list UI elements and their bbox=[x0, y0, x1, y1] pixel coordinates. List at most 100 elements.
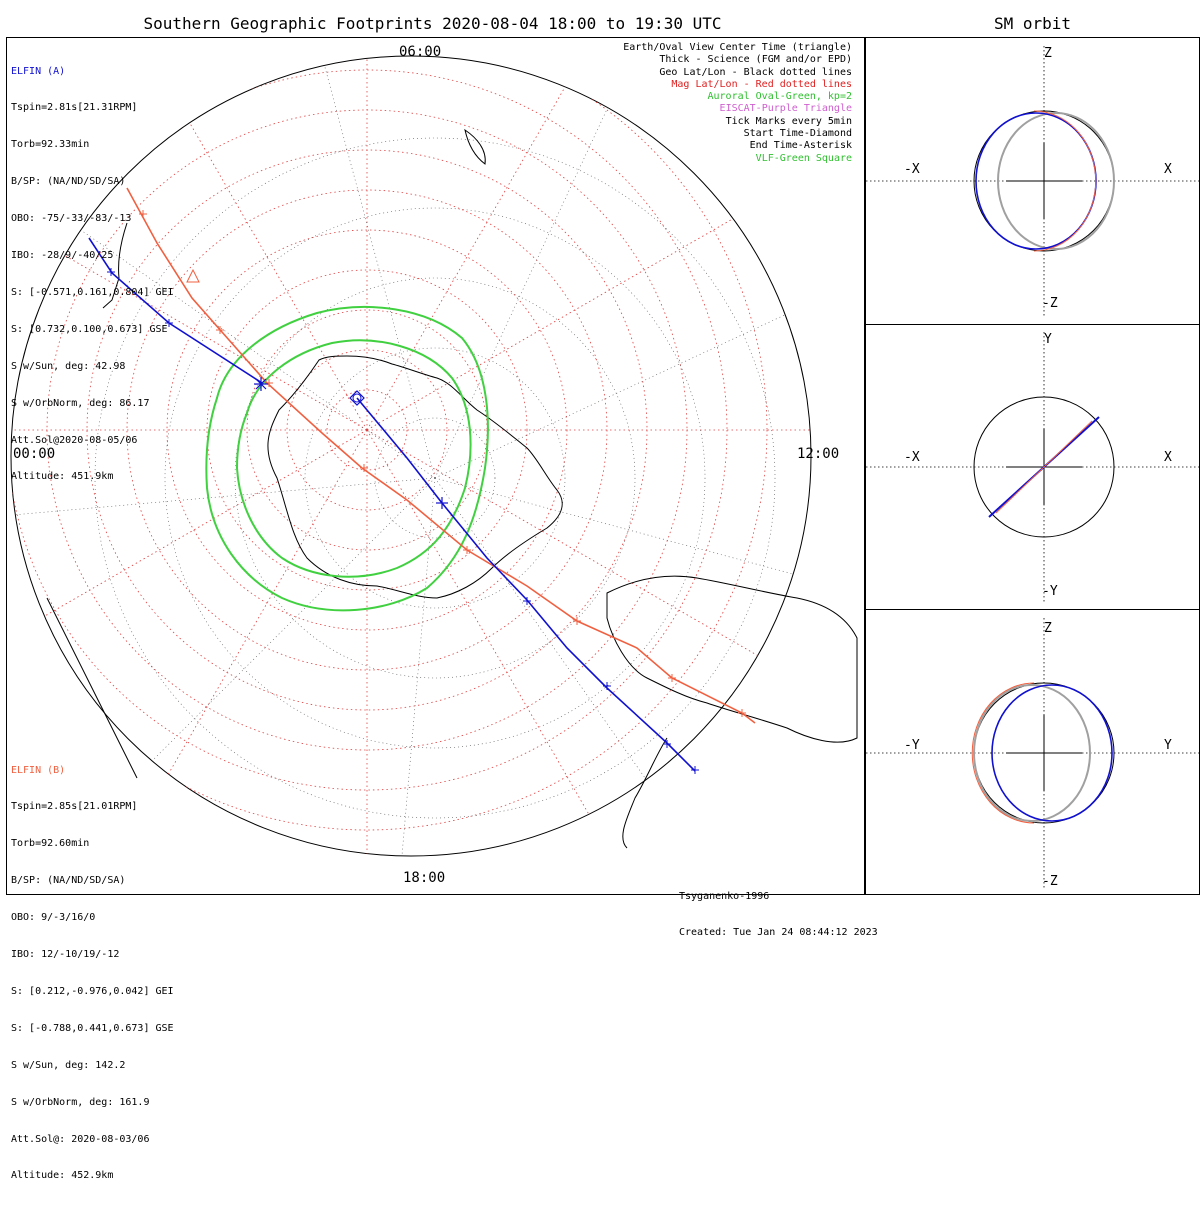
elfin-a-tick bbox=[107, 268, 115, 276]
orbit-axis-down: -Z bbox=[1042, 296, 1058, 311]
model-label: Tsyganenko-1996 bbox=[679, 890, 770, 902]
footprint-map-panel: ELFIN (A) Tspin=2.81s[21.31RPM] Torb=92.… bbox=[6, 37, 878, 1181]
elfin-b-line: S: [0.212,-0.976,0.042] GEI bbox=[11, 985, 174, 997]
elfin-b-orbit bbox=[995, 420, 1093, 514]
orbit-axis-right: X bbox=[1164, 162, 1172, 177]
orbit-axis-up: Z bbox=[1044, 46, 1052, 61]
mag-lon-line bbox=[366, 429, 811, 691]
elfin-b-tick bbox=[360, 464, 368, 472]
orbit-title: SM orbit bbox=[993, 14, 1072, 33]
geo-lon-line bbox=[392, 477, 436, 856]
mag-lon-line bbox=[366, 169, 811, 431]
geo-lon-line bbox=[310, 56, 436, 479]
legend-item: Start Time-Diamond bbox=[743, 128, 852, 140]
elfin-b-line: S w/Sun, deg: 142.2 bbox=[11, 1059, 126, 1071]
legend-item: Tick Marks every 5min bbox=[725, 115, 852, 127]
elfin-b-line: OBO: 9/-3/16/0 bbox=[11, 912, 96, 924]
elfin-b-line: IBO: 12/-10/19/-12 bbox=[11, 949, 120, 961]
geo-lat-circle bbox=[94, 137, 776, 819]
legend-item: Thick - Science (FGM and/or EPD) bbox=[659, 54, 852, 66]
elfin-a-line: Torb=92.33min bbox=[11, 139, 90, 151]
elfin-a-asterisk bbox=[436, 497, 448, 509]
orbit-grey-path bbox=[997, 112, 1115, 250]
elfin-b-tick bbox=[463, 546, 471, 554]
elfin-a-end-asterisk bbox=[254, 377, 268, 391]
elfin-b-tick bbox=[738, 709, 746, 717]
elfin-a-line: Att.Sol@2020-08-05/06 bbox=[11, 434, 138, 446]
map-title: Southern Geographic Footprints 2020-08-0… bbox=[143, 14, 722, 33]
elfin-a-tick bbox=[691, 766, 699, 774]
panel-divider bbox=[866, 324, 1200, 325]
elfin-a-orbit bbox=[991, 684, 1113, 822]
orbit-axis-up: Z bbox=[1044, 621, 1052, 636]
elfin-b-line: Altitude: 452.9km bbox=[11, 1170, 114, 1182]
local-time-right: 12:00 bbox=[797, 446, 840, 462]
legend-item: EISCAT-Purple Triangle bbox=[719, 103, 852, 115]
elfin-b-line: Att.Sol@: 2020-08-03/06 bbox=[11, 1133, 150, 1145]
map-footer: Tsyganenko-1996 Created: Tue Jan 24 08:4… bbox=[679, 866, 878, 964]
mag-lat-circle bbox=[11, 56, 768, 831]
elfin-b-orbit bbox=[971, 682, 1035, 824]
elfin-b-line: S: [-0.788,0.441,0.673] GSE bbox=[11, 1022, 174, 1034]
mag-lon-line bbox=[366, 56, 628, 431]
geo-lon-line bbox=[95, 477, 436, 818]
geo-lon-line bbox=[434, 477, 811, 603]
elfin-b-info: ELFIN (B) Tspin=2.85s[21.01RPM] Torb=92.… bbox=[11, 740, 174, 1207]
coastline-south-america bbox=[102, 222, 128, 309]
elfin-b-line: Torb=92.60min bbox=[11, 838, 90, 850]
geo-lon-line bbox=[11, 477, 436, 521]
elfin-b-line: S w/OrbNorm, deg: 161.9 bbox=[11, 1096, 150, 1108]
coastline-island bbox=[464, 128, 486, 165]
coastline-africa bbox=[46, 597, 138, 779]
elfin-a-line: Altitude: 451.9km bbox=[11, 471, 114, 483]
legend-item: Geo Lat/Lon - Black dotted lines bbox=[659, 66, 852, 78]
elfin-b-track bbox=[126, 187, 756, 724]
elfin-b-tick bbox=[139, 210, 147, 218]
map-legend: Earth/Oval View Center Time (triangle) Th… bbox=[623, 42, 852, 165]
coastline-new-zealand bbox=[622, 737, 668, 849]
local-time-top: 06:00 bbox=[399, 44, 442, 60]
elfin-a-line: S: [-0.571,0.161,0.804] GEI bbox=[11, 286, 174, 298]
elfin-b-line: B/SP: (NA/ND/SD/SA) bbox=[11, 875, 126, 887]
orbit-axis-left: -X bbox=[904, 162, 920, 177]
earth-limb bbox=[10, 55, 812, 857]
elfin-a-line: S w/Sun, deg: 42.98 bbox=[11, 360, 126, 372]
elfin-a-track-1 bbox=[88, 237, 263, 384]
orbit-axis-right: Y bbox=[1164, 738, 1172, 753]
geo-lon-line bbox=[41, 202, 436, 479]
legend-item: Mag Lat/Lon - Red dotted lines bbox=[671, 78, 852, 90]
elfin-b-orbit bbox=[1033, 110, 1097, 252]
orbit-axis-up: Y bbox=[1044, 332, 1052, 347]
legend-item: Auroral Oval-Green, kp=2 bbox=[707, 91, 853, 103]
elfin-a-line: B/SP: (NA/ND/SD/SA) bbox=[11, 176, 126, 188]
local-time-bottom: 18:00 bbox=[403, 870, 446, 886]
elfin-a-line: IBO: -28/9/-40/25 bbox=[11, 250, 114, 262]
elfin-a-line: Tspin=2.81s[21.31RPM] bbox=[11, 102, 138, 114]
mag-lon-line bbox=[366, 429, 628, 856]
elfin-a-tick bbox=[603, 682, 611, 690]
elfin-a-name: ELFIN (A) bbox=[11, 65, 66, 77]
local-time-left: 00:00 bbox=[13, 446, 56, 462]
elfin-b-tick bbox=[265, 379, 273, 387]
mag-lat-circle bbox=[206, 269, 528, 591]
mag-lon-line bbox=[11, 169, 368, 431]
elfin-a-tick bbox=[523, 597, 531, 605]
legend-item: Earth/Oval View Center Time (triangle) bbox=[623, 42, 852, 53]
elfin-b-tick bbox=[668, 674, 676, 682]
elfin-a-start-diamond bbox=[349, 390, 365, 406]
asterisk-stroke bbox=[255, 378, 267, 390]
footprint-map bbox=[10, 55, 858, 857]
antarctica-outline bbox=[267, 355, 563, 599]
orbit-axis-down: -Y bbox=[1042, 584, 1058, 599]
coastline-australia bbox=[606, 575, 858, 743]
geo-lat-circle bbox=[234, 277, 636, 679]
elfin-a-tick bbox=[165, 319, 173, 327]
mag-lat-circle bbox=[166, 229, 568, 631]
orbit-axis-down: -Z bbox=[1042, 874, 1058, 889]
elfin-b-name: ELFIN (B) bbox=[11, 764, 66, 776]
created-label: Created: Tue Jan 24 08:44:12 2023 bbox=[679, 927, 878, 939]
mag-lon-line bbox=[106, 56, 368, 431]
geo-lat-circle bbox=[164, 207, 706, 749]
mag-lon-line bbox=[11, 429, 368, 691]
mag-lat-circle bbox=[286, 349, 448, 511]
